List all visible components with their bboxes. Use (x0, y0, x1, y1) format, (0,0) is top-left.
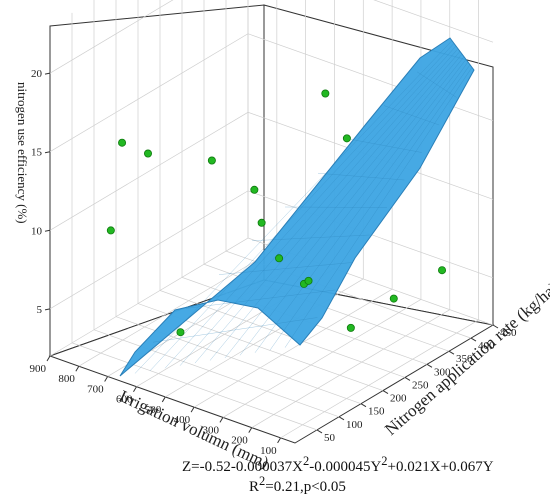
r-label: R (249, 479, 260, 495)
data-point (118, 138, 127, 147)
data-point (346, 323, 355, 332)
y-tick-label: 100 (346, 419, 363, 431)
z-tick-label: 15 (31, 147, 43, 159)
x-tick-label: 400 (174, 414, 191, 426)
x-tick-mark (190, 406, 195, 413)
x-tick-mark (75, 365, 80, 372)
y-tick-label: 450 (500, 327, 517, 339)
surface-mesh-line (194, 51, 461, 364)
y-gridline (181, 0, 428, 365)
surface-mesh-line (284, 67, 473, 348)
surface-mesh-line (209, 53, 463, 361)
y-gridline (93, 0, 340, 418)
data-point (250, 185, 259, 194)
data-point (257, 218, 266, 227)
y-tick-mark (470, 337, 477, 342)
x-tick-mark (46, 355, 51, 362)
y-tick-label: 250 (412, 379, 429, 391)
data-point (143, 149, 152, 158)
x-tick-label: 300 (202, 424, 219, 436)
y-tick-mark (404, 377, 411, 381)
y-gridline (247, 0, 494, 326)
data-points (106, 89, 447, 337)
x-tick-mark (104, 376, 109, 382)
x-tick-mark (133, 386, 137, 392)
r-value: =0.21,p<0.05 (265, 479, 346, 495)
x-tick-label: 700 (87, 383, 104, 395)
x-tick-label: 900 (30, 363, 47, 375)
surface-mesh-line (164, 45, 457, 369)
data-point (389, 294, 398, 303)
surface-mesh-line (179, 48, 459, 366)
data-point (106, 226, 115, 235)
surface-sheet (119, 37, 475, 377)
equation-exponent-1: 2 (302, 454, 310, 468)
y-gridline (225, 0, 472, 339)
surface-mesh-line (134, 40, 453, 374)
x-tick-label: 200 (231, 435, 248, 447)
y-tick-label: 50 (324, 432, 336, 444)
data-point (207, 156, 216, 165)
y-tick-mark (360, 403, 367, 408)
y-tick-mark (382, 390, 389, 394)
tick-labels: 5 10 15 20 900 800 700 600 500 400 300 200 100 50 100 1… (30, 68, 518, 457)
equation-part-2: -0.000045Y (309, 459, 382, 475)
z-tick-mark (44, 151, 51, 154)
surface-mesh-line (269, 64, 471, 351)
x-tick-label: 500 (145, 404, 162, 416)
x-tick-mark (161, 396, 166, 403)
surface-mesh-line (254, 61, 469, 353)
y-tick-mark (316, 429, 323, 434)
equation-exponent-2: 2 (381, 454, 388, 468)
r-exponent: 2 (259, 474, 266, 488)
x-tick-mark (248, 427, 253, 433)
data-point (275, 254, 284, 263)
data-point (321, 89, 330, 98)
y-tick-mark (338, 416, 345, 421)
y-gridline (71, 12, 318, 431)
y-tick-mark (426, 363, 433, 368)
y-tick-mark (448, 350, 455, 355)
y-tick-mark (492, 324, 499, 329)
surface-mesh-line (224, 56, 465, 359)
y-tick-label: 300 (434, 366, 451, 378)
x-tick-label: 800 (58, 373, 75, 385)
y-tick-label: 400 (478, 340, 495, 352)
y-tick-label: 350 (456, 353, 473, 365)
data-point (304, 276, 313, 285)
response-surface (119, 37, 475, 377)
y-tick-label: 150 (368, 406, 385, 418)
z-tick-mark (44, 72, 51, 75)
x-tick-label: 600 (116, 394, 133, 406)
x-tick-label: 100 (260, 445, 277, 457)
data-point (438, 266, 447, 275)
surface-mesh-line (149, 43, 455, 371)
y-gridline (137, 0, 384, 391)
z-tick-label: 20 (31, 68, 43, 80)
x-tick-mark (277, 437, 282, 444)
z-axis-title: nitrogen use efficiency (%) (15, 82, 30, 224)
y-gridline (203, 0, 450, 352)
z-tick-label: 10 (31, 225, 43, 237)
z-tick-label: 5 (37, 304, 43, 316)
equation-part-3: +0.021X+0.067Y (387, 459, 494, 475)
z-tick-mark (44, 229, 51, 232)
surface-mesh-line (239, 59, 467, 356)
equation-line-2: R2=0.21,p<0.05 (249, 474, 346, 496)
y-gridline (115, 0, 362, 404)
equation-line-1: Z=-0.52-0.000037X2-0.000045Y2+0.021X+0.0… (182, 454, 494, 476)
y-tick-label: 200 (390, 393, 407, 405)
data-point (176, 328, 185, 337)
equation-part-1: Z=-0.52-0.000037X (182, 459, 303, 475)
z-tick-mark (44, 308, 51, 311)
y-gridline (159, 0, 406, 378)
x-tick-mark (219, 417, 224, 423)
data-point (342, 134, 351, 143)
